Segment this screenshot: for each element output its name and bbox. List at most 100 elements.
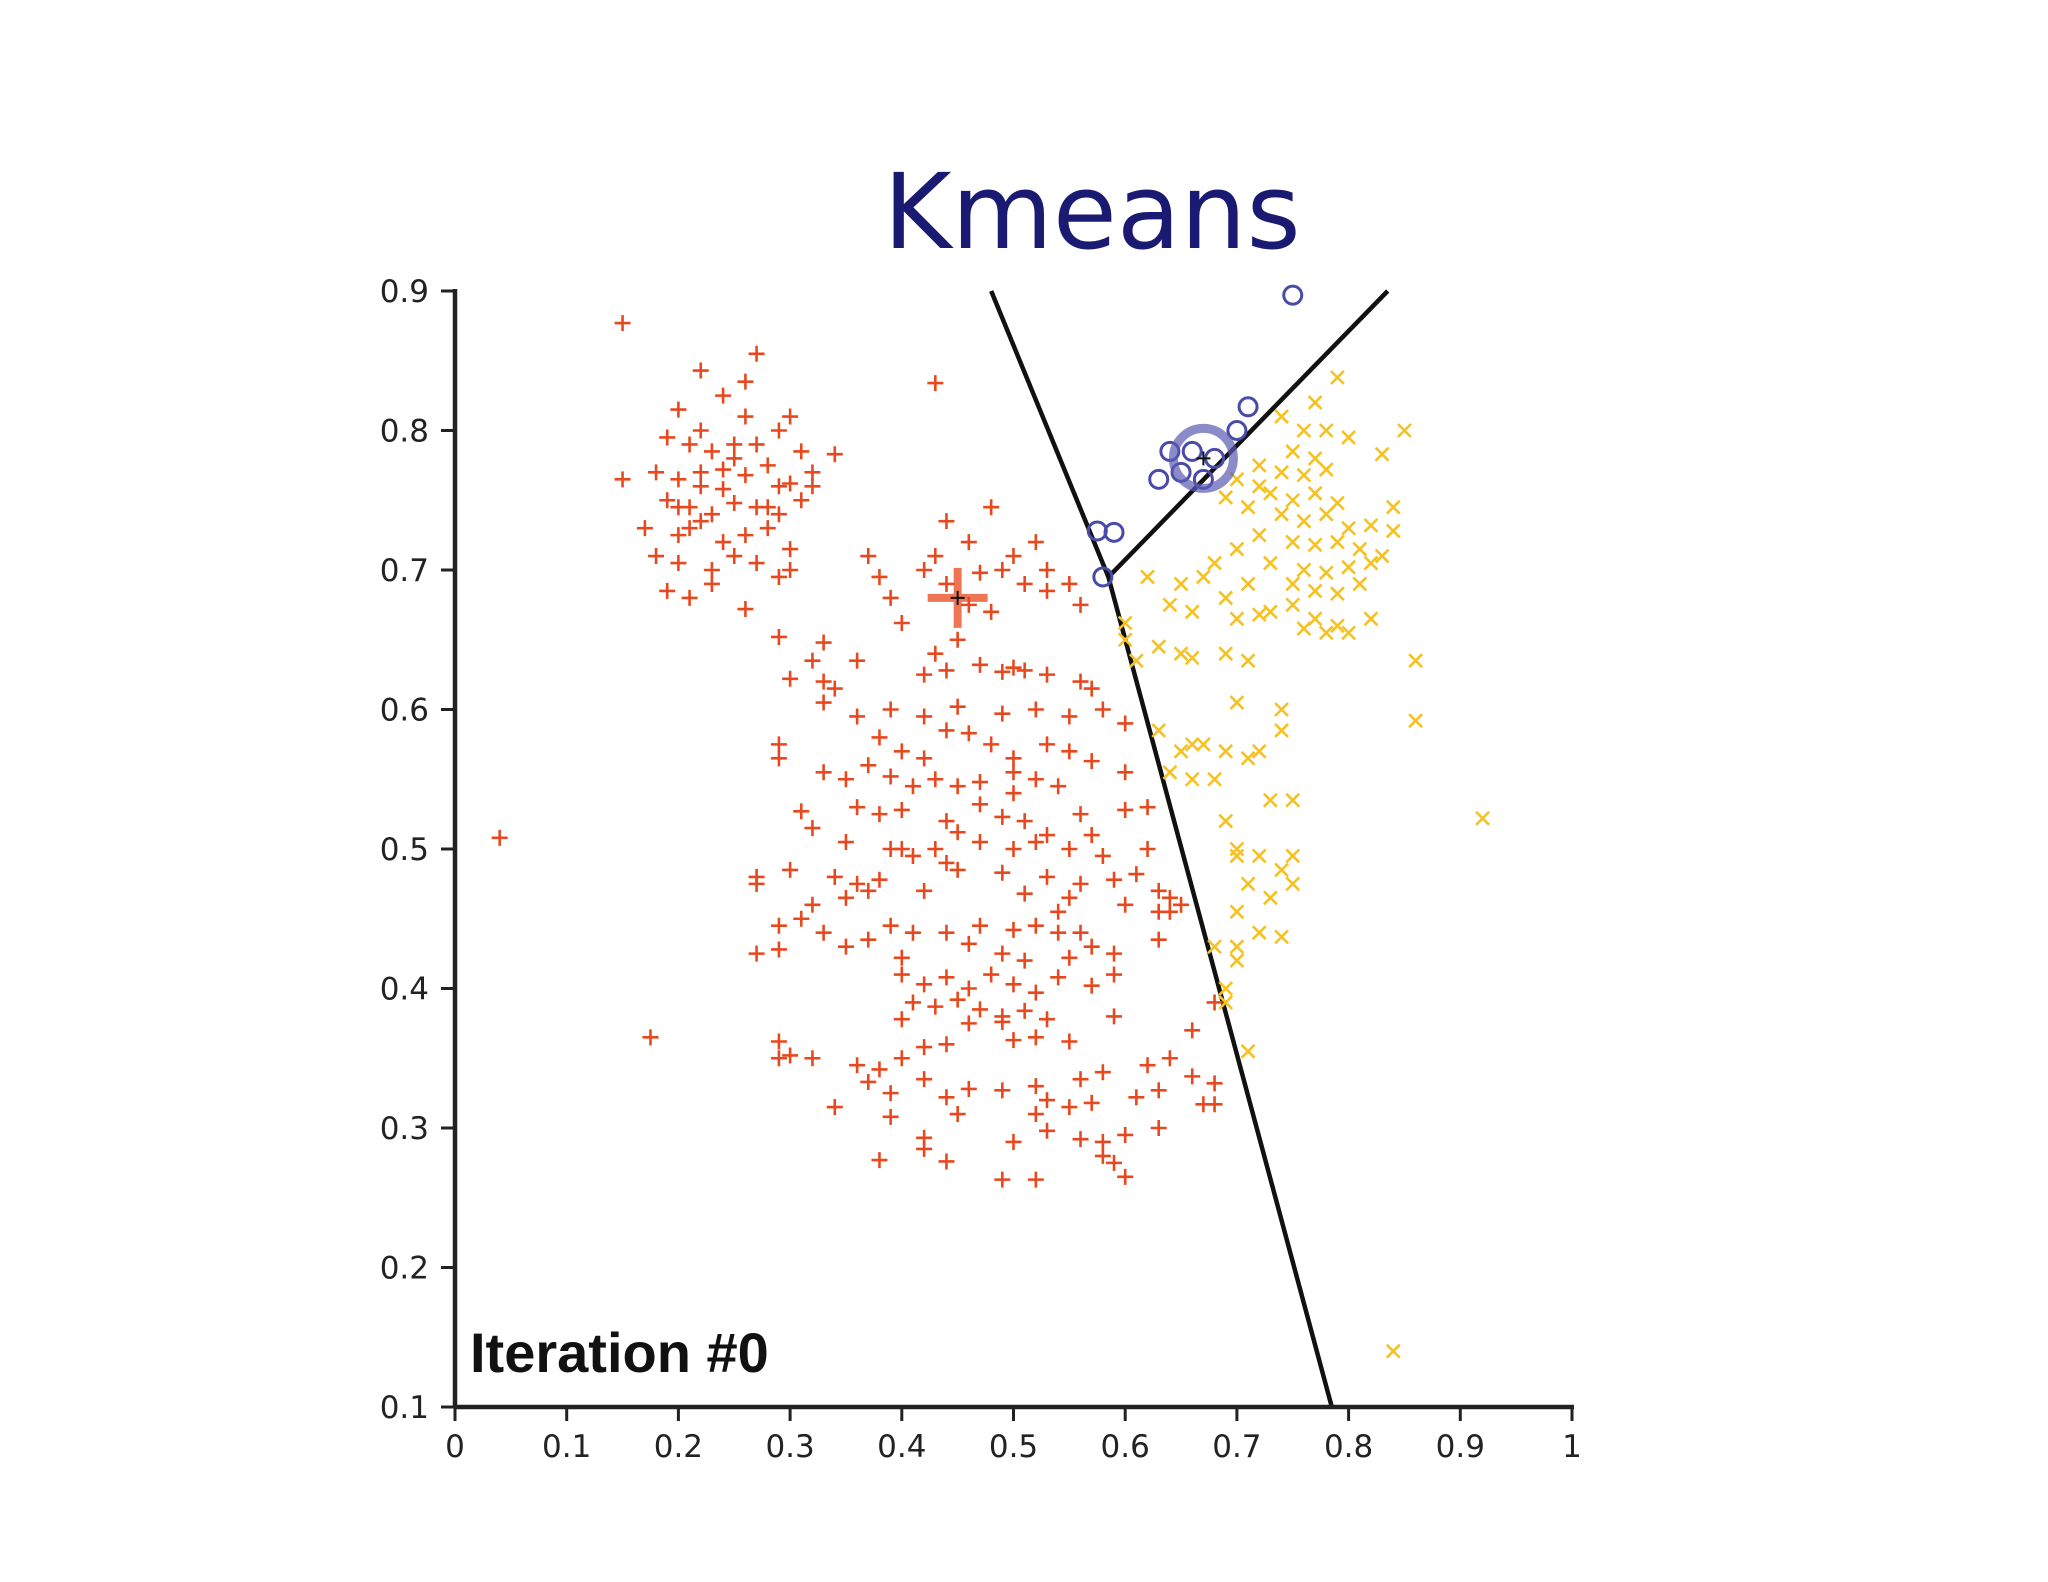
data-point bbox=[1282, 284, 1304, 306]
data-point bbox=[1092, 566, 1114, 588]
data-point bbox=[804, 478, 821, 495]
data-point bbox=[1140, 569, 1155, 585]
data-point bbox=[1094, 1147, 1111, 1164]
data-point bbox=[1229, 939, 1245, 955]
data-point bbox=[737, 601, 754, 618]
data-point bbox=[916, 1071, 933, 1088]
data-point bbox=[759, 457, 776, 474]
data-point bbox=[1296, 467, 1312, 483]
data-point bbox=[1408, 653, 1424, 669]
data-point bbox=[1237, 396, 1259, 418]
data-point bbox=[837, 834, 854, 851]
data-point bbox=[927, 841, 944, 857]
data-point bbox=[1162, 597, 1178, 613]
data-point bbox=[681, 436, 698, 453]
data-point bbox=[1318, 423, 1334, 438]
data-point bbox=[1385, 523, 1401, 539]
data-point bbox=[770, 750, 787, 767]
data-point bbox=[1150, 931, 1167, 948]
data-point bbox=[882, 1085, 899, 1102]
data-point bbox=[715, 387, 732, 404]
data-point bbox=[837, 938, 854, 955]
data-point bbox=[938, 662, 955, 679]
data-point bbox=[1318, 462, 1334, 477]
data-point bbox=[1061, 575, 1078, 592]
data-point bbox=[1072, 596, 1089, 613]
y-tick-label: 0.1 bbox=[380, 1390, 429, 1426]
data-point bbox=[703, 506, 720, 523]
data-point bbox=[927, 998, 944, 1015]
data-point bbox=[916, 1140, 933, 1157]
data-point bbox=[983, 966, 1000, 983]
data-point bbox=[1072, 924, 1089, 941]
data-point bbox=[782, 475, 799, 492]
data-point bbox=[491, 829, 508, 846]
data-point bbox=[1296, 423, 1312, 438]
data-point bbox=[737, 527, 754, 544]
data-point bbox=[938, 575, 955, 592]
data-point bbox=[1050, 778, 1067, 795]
data-point bbox=[1106, 871, 1123, 888]
data-point bbox=[1061, 1099, 1078, 1116]
data-point bbox=[994, 705, 1011, 722]
data-point bbox=[670, 527, 687, 544]
data-point bbox=[994, 808, 1011, 825]
data-point bbox=[815, 764, 832, 781]
data-point bbox=[692, 362, 709, 379]
data-point bbox=[916, 708, 933, 725]
data-point bbox=[782, 541, 799, 558]
data-point bbox=[715, 461, 732, 478]
y-tick-label: 0.5 bbox=[380, 832, 429, 868]
data-point bbox=[1352, 541, 1368, 557]
cluster-centroids bbox=[927, 423, 1238, 628]
data-point bbox=[916, 562, 933, 578]
data-point bbox=[927, 771, 944, 788]
data-point bbox=[737, 373, 754, 390]
data-point bbox=[1229, 695, 1245, 710]
data-point bbox=[1251, 848, 1267, 864]
data-point bbox=[1195, 569, 1211, 585]
data-point bbox=[904, 924, 921, 941]
data-point bbox=[1083, 977, 1100, 994]
data-point bbox=[1330, 586, 1345, 602]
data-point bbox=[1341, 625, 1357, 641]
data-point bbox=[1039, 736, 1056, 753]
data-point bbox=[1173, 743, 1189, 759]
data-point bbox=[770, 628, 787, 645]
data-point bbox=[1341, 520, 1357, 536]
data-point bbox=[1027, 834, 1044, 851]
data-point bbox=[1173, 646, 1189, 662]
data-point bbox=[1039, 666, 1056, 683]
data-point bbox=[893, 949, 910, 966]
data-point bbox=[1274, 929, 1289, 945]
data-point bbox=[1262, 890, 1278, 906]
data-point bbox=[1330, 370, 1345, 385]
data-point bbox=[960, 980, 977, 997]
data-point bbox=[1240, 576, 1256, 592]
data-point bbox=[1341, 430, 1357, 445]
data-point bbox=[1150, 882, 1167, 899]
data-point bbox=[1218, 646, 1234, 662]
data-point bbox=[1274, 464, 1289, 480]
data-point bbox=[636, 520, 653, 537]
data-point bbox=[826, 1099, 843, 1116]
data-point bbox=[1251, 478, 1267, 494]
data-point bbox=[793, 443, 810, 460]
data-point bbox=[715, 481, 732, 498]
y-tick-label: 0.7 bbox=[380, 553, 429, 589]
data-point bbox=[938, 1089, 955, 1106]
x-tick-label: 0.4 bbox=[877, 1429, 926, 1465]
data-point bbox=[1307, 583, 1323, 599]
data-point bbox=[1229, 848, 1245, 864]
data-point bbox=[994, 663, 1011, 680]
data-point bbox=[642, 1029, 659, 1046]
centroid-center-mark bbox=[950, 590, 965, 605]
data-point bbox=[1195, 736, 1211, 752]
data-point bbox=[1296, 513, 1312, 529]
data-point bbox=[916, 976, 933, 993]
data-point bbox=[994, 562, 1011, 578]
data-point bbox=[1027, 1171, 1044, 1188]
data-point bbox=[916, 882, 933, 899]
x-tick-label: 0.8 bbox=[1324, 1429, 1373, 1465]
data-point bbox=[1184, 1068, 1201, 1085]
